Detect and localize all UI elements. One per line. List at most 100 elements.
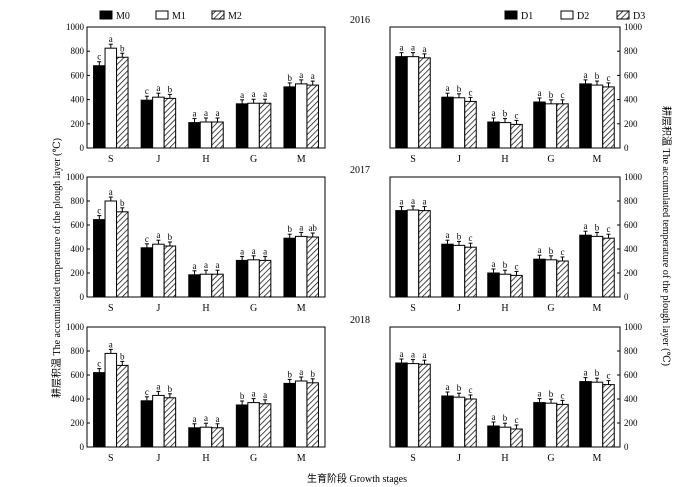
- bar-M0: [188, 274, 201, 298]
- significance-letter: a: [109, 339, 113, 349]
- x-category-label: S: [410, 453, 416, 464]
- bar-M2: [116, 364, 129, 448]
- bar-M0: [235, 103, 249, 149]
- significance-letter: a: [299, 367, 303, 377]
- significance-letter: b: [168, 232, 173, 242]
- significance-letter: b: [287, 73, 292, 83]
- significance-letter: b: [457, 231, 462, 241]
- bar-D1: [395, 210, 408, 298]
- bar-D3: [510, 428, 523, 448]
- significance-letter: b: [503, 109, 508, 119]
- bar-D1: [441, 243, 454, 298]
- bar-D3: [602, 384, 615, 448]
- significance-letter: a: [538, 389, 542, 399]
- significance-letter: c: [145, 387, 149, 397]
- legend-swatch-M0: [99, 10, 113, 20]
- bar-M1: [199, 121, 213, 149]
- significance-letter: a: [311, 71, 315, 81]
- x-category-label: G: [547, 453, 554, 464]
- significance-letter: a: [263, 89, 267, 99]
- bar-M0: [93, 219, 106, 298]
- significance-letter: b: [595, 368, 600, 378]
- bar-M2: [163, 397, 177, 448]
- x-category-label: G: [250, 453, 257, 464]
- x-category-label: J: [156, 154, 160, 165]
- x-category-label: J: [156, 303, 160, 314]
- bar-D1: [395, 362, 408, 448]
- bar-D1: [441, 96, 454, 149]
- bar-M1: [199, 426, 213, 448]
- significance-letter: c: [561, 90, 565, 100]
- bar-D3: [418, 57, 431, 149]
- significance-letter: c: [515, 110, 519, 120]
- x-category-label: H: [501, 303, 508, 314]
- bar-M0: [235, 259, 249, 298]
- bar-D2: [544, 402, 558, 448]
- bar-M0: [188, 427, 201, 448]
- significance-letter: b: [120, 351, 125, 361]
- bar-M1: [247, 259, 260, 298]
- x-category-label: S: [108, 303, 114, 314]
- significance-letter: a: [252, 389, 256, 399]
- bar-M1: [104, 352, 118, 448]
- y-tick-label: 1000: [624, 22, 643, 32]
- bar-M2: [116, 211, 129, 298]
- significance-letter: b: [549, 389, 554, 399]
- significance-letter: c: [607, 224, 611, 234]
- x-category-label: J: [457, 453, 461, 464]
- significance-letter: a: [492, 259, 496, 269]
- bar-D3: [418, 210, 431, 298]
- significance-letter: b: [168, 384, 173, 394]
- significance-letter: a: [216, 414, 220, 424]
- bar-D2: [452, 244, 466, 298]
- significance-letter: a: [446, 83, 450, 93]
- significance-letter: b: [287, 369, 292, 379]
- bar-D2: [544, 103, 558, 149]
- x-category-label: G: [547, 154, 554, 165]
- bar-D3: [602, 86, 615, 149]
- legend-swatch-M2: [211, 10, 225, 20]
- significance-letter: b: [240, 391, 245, 401]
- x-category-label: G: [547, 303, 554, 314]
- bar-M2: [163, 245, 177, 298]
- bar-M2: [163, 97, 177, 149]
- y-tick-label: 0: [624, 292, 629, 302]
- y-tick-label: 1000: [66, 322, 85, 332]
- legend-swatch-D1: [504, 10, 518, 20]
- bar-M0: [235, 404, 249, 448]
- legend-label-M0: M0: [116, 11, 130, 22]
- x-category-label: M: [297, 453, 306, 464]
- y-tick-label: 200: [71, 119, 85, 129]
- x-axis-label: 生育阶段 Growth stages: [307, 472, 407, 485]
- y-tick-label: 200: [71, 268, 85, 278]
- significance-letter: a: [584, 70, 588, 80]
- significance-letter: c: [469, 385, 473, 395]
- x-category-label: M: [593, 453, 602, 464]
- bar-D1: [395, 56, 408, 149]
- legend-label-M2: M2: [228, 11, 242, 22]
- bar-M2: [258, 102, 272, 149]
- significance-letter: a: [193, 414, 197, 424]
- significance-letter: a: [193, 261, 197, 271]
- bar-D2: [406, 56, 420, 149]
- bar-D3: [418, 363, 431, 448]
- significance-letter: a: [423, 197, 427, 207]
- y-tick-label: 600: [71, 220, 85, 230]
- significance-letter: b: [549, 90, 554, 100]
- significance-letter: c: [515, 415, 519, 425]
- significance-letter: a: [204, 413, 208, 423]
- significance-letter: c: [469, 233, 473, 243]
- x-category-label: S: [410, 154, 416, 165]
- significance-letter: b: [310, 369, 315, 379]
- significance-letter: a: [204, 108, 208, 118]
- bar-M2: [306, 382, 319, 448]
- y-tick-label: 400: [71, 244, 85, 254]
- bar-D3: [464, 246, 477, 298]
- bar-D3: [510, 123, 523, 149]
- significance-letter: a: [204, 260, 208, 270]
- bar-D1: [487, 425, 500, 448]
- bar-M0: [283, 382, 296, 448]
- significance-letter: a: [400, 349, 404, 359]
- significance-letter: c: [97, 206, 101, 216]
